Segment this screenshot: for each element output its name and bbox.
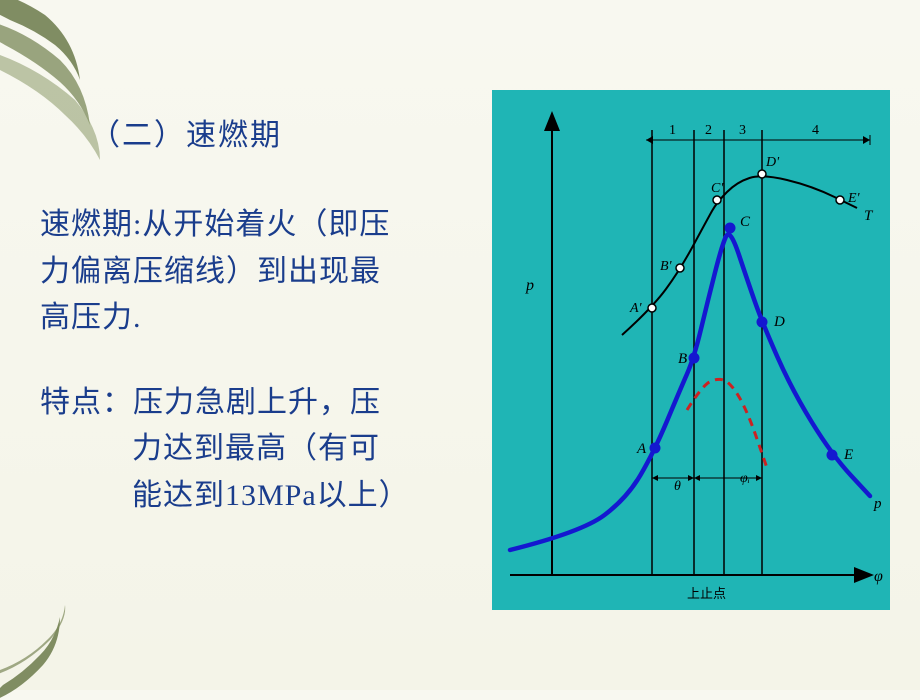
svg-text:B': B' <box>660 259 673 274</box>
svg-text:E: E <box>843 447 853 463</box>
paragraph-characteristics: 特点：压力急剧上升，压 力达到最高（有可 能达到13MPa以上） <box>40 380 460 520</box>
svg-text:φ: φ <box>874 568 883 585</box>
svg-text:4: 4 <box>812 123 819 138</box>
leaf-decoration-bottom <box>0 605 105 700</box>
section-heading: （二）速燃期 <box>90 110 460 154</box>
svg-text:D: D <box>773 314 785 330</box>
svg-text:B: B <box>678 351 687 367</box>
diagram-svg: p φ 上止点 1 2 3 4 A' B' C' D' E'T A B C D Ep θ φᵢ <box>492 90 890 610</box>
svg-text:C: C <box>740 214 751 230</box>
para1-line2: 力偏离压缩线）到出现最 <box>40 255 381 288</box>
pressure-diagram: p φ 上止点 1 2 3 4 A' B' C' D' E'T A B C D Ep θ φᵢ <box>492 90 890 610</box>
para1-line3: 高压力. <box>40 301 142 334</box>
svg-text:上止点: 上止点 <box>687 586 726 601</box>
svg-text:p: p <box>525 277 534 294</box>
svg-text:θ: θ <box>674 479 681 494</box>
svg-text:3: 3 <box>739 123 746 138</box>
svg-text:1: 1 <box>669 123 676 138</box>
para2-line1: 特点：压力急剧上升，压 <box>40 386 381 419</box>
svg-text:A': A' <box>629 301 643 316</box>
svg-text:C': C' <box>711 181 724 196</box>
svg-text:2: 2 <box>705 123 712 138</box>
svg-text:E': E' <box>847 191 861 206</box>
paragraph-definition: 速燃期:从开始着火（即压 力偏离压缩线）到出现最 高压力. <box>40 202 460 342</box>
para2-line3: 能达到13MPa以上） <box>40 473 460 520</box>
svg-text:A: A <box>636 441 647 457</box>
para2-line2: 力达到最高（有可 <box>40 426 460 473</box>
text-content: （二）速燃期 速燃期:从开始着火（即压 力偏离压缩线）到出现最 高压力. 特点：… <box>40 110 460 519</box>
svg-text:D': D' <box>765 155 780 170</box>
svg-text:p: p <box>873 496 882 512</box>
para1-line1: 速燃期:从开始着火（即压 <box>40 208 390 241</box>
svg-text:φᵢ: φᵢ <box>740 471 750 486</box>
svg-text:T: T <box>864 208 874 224</box>
